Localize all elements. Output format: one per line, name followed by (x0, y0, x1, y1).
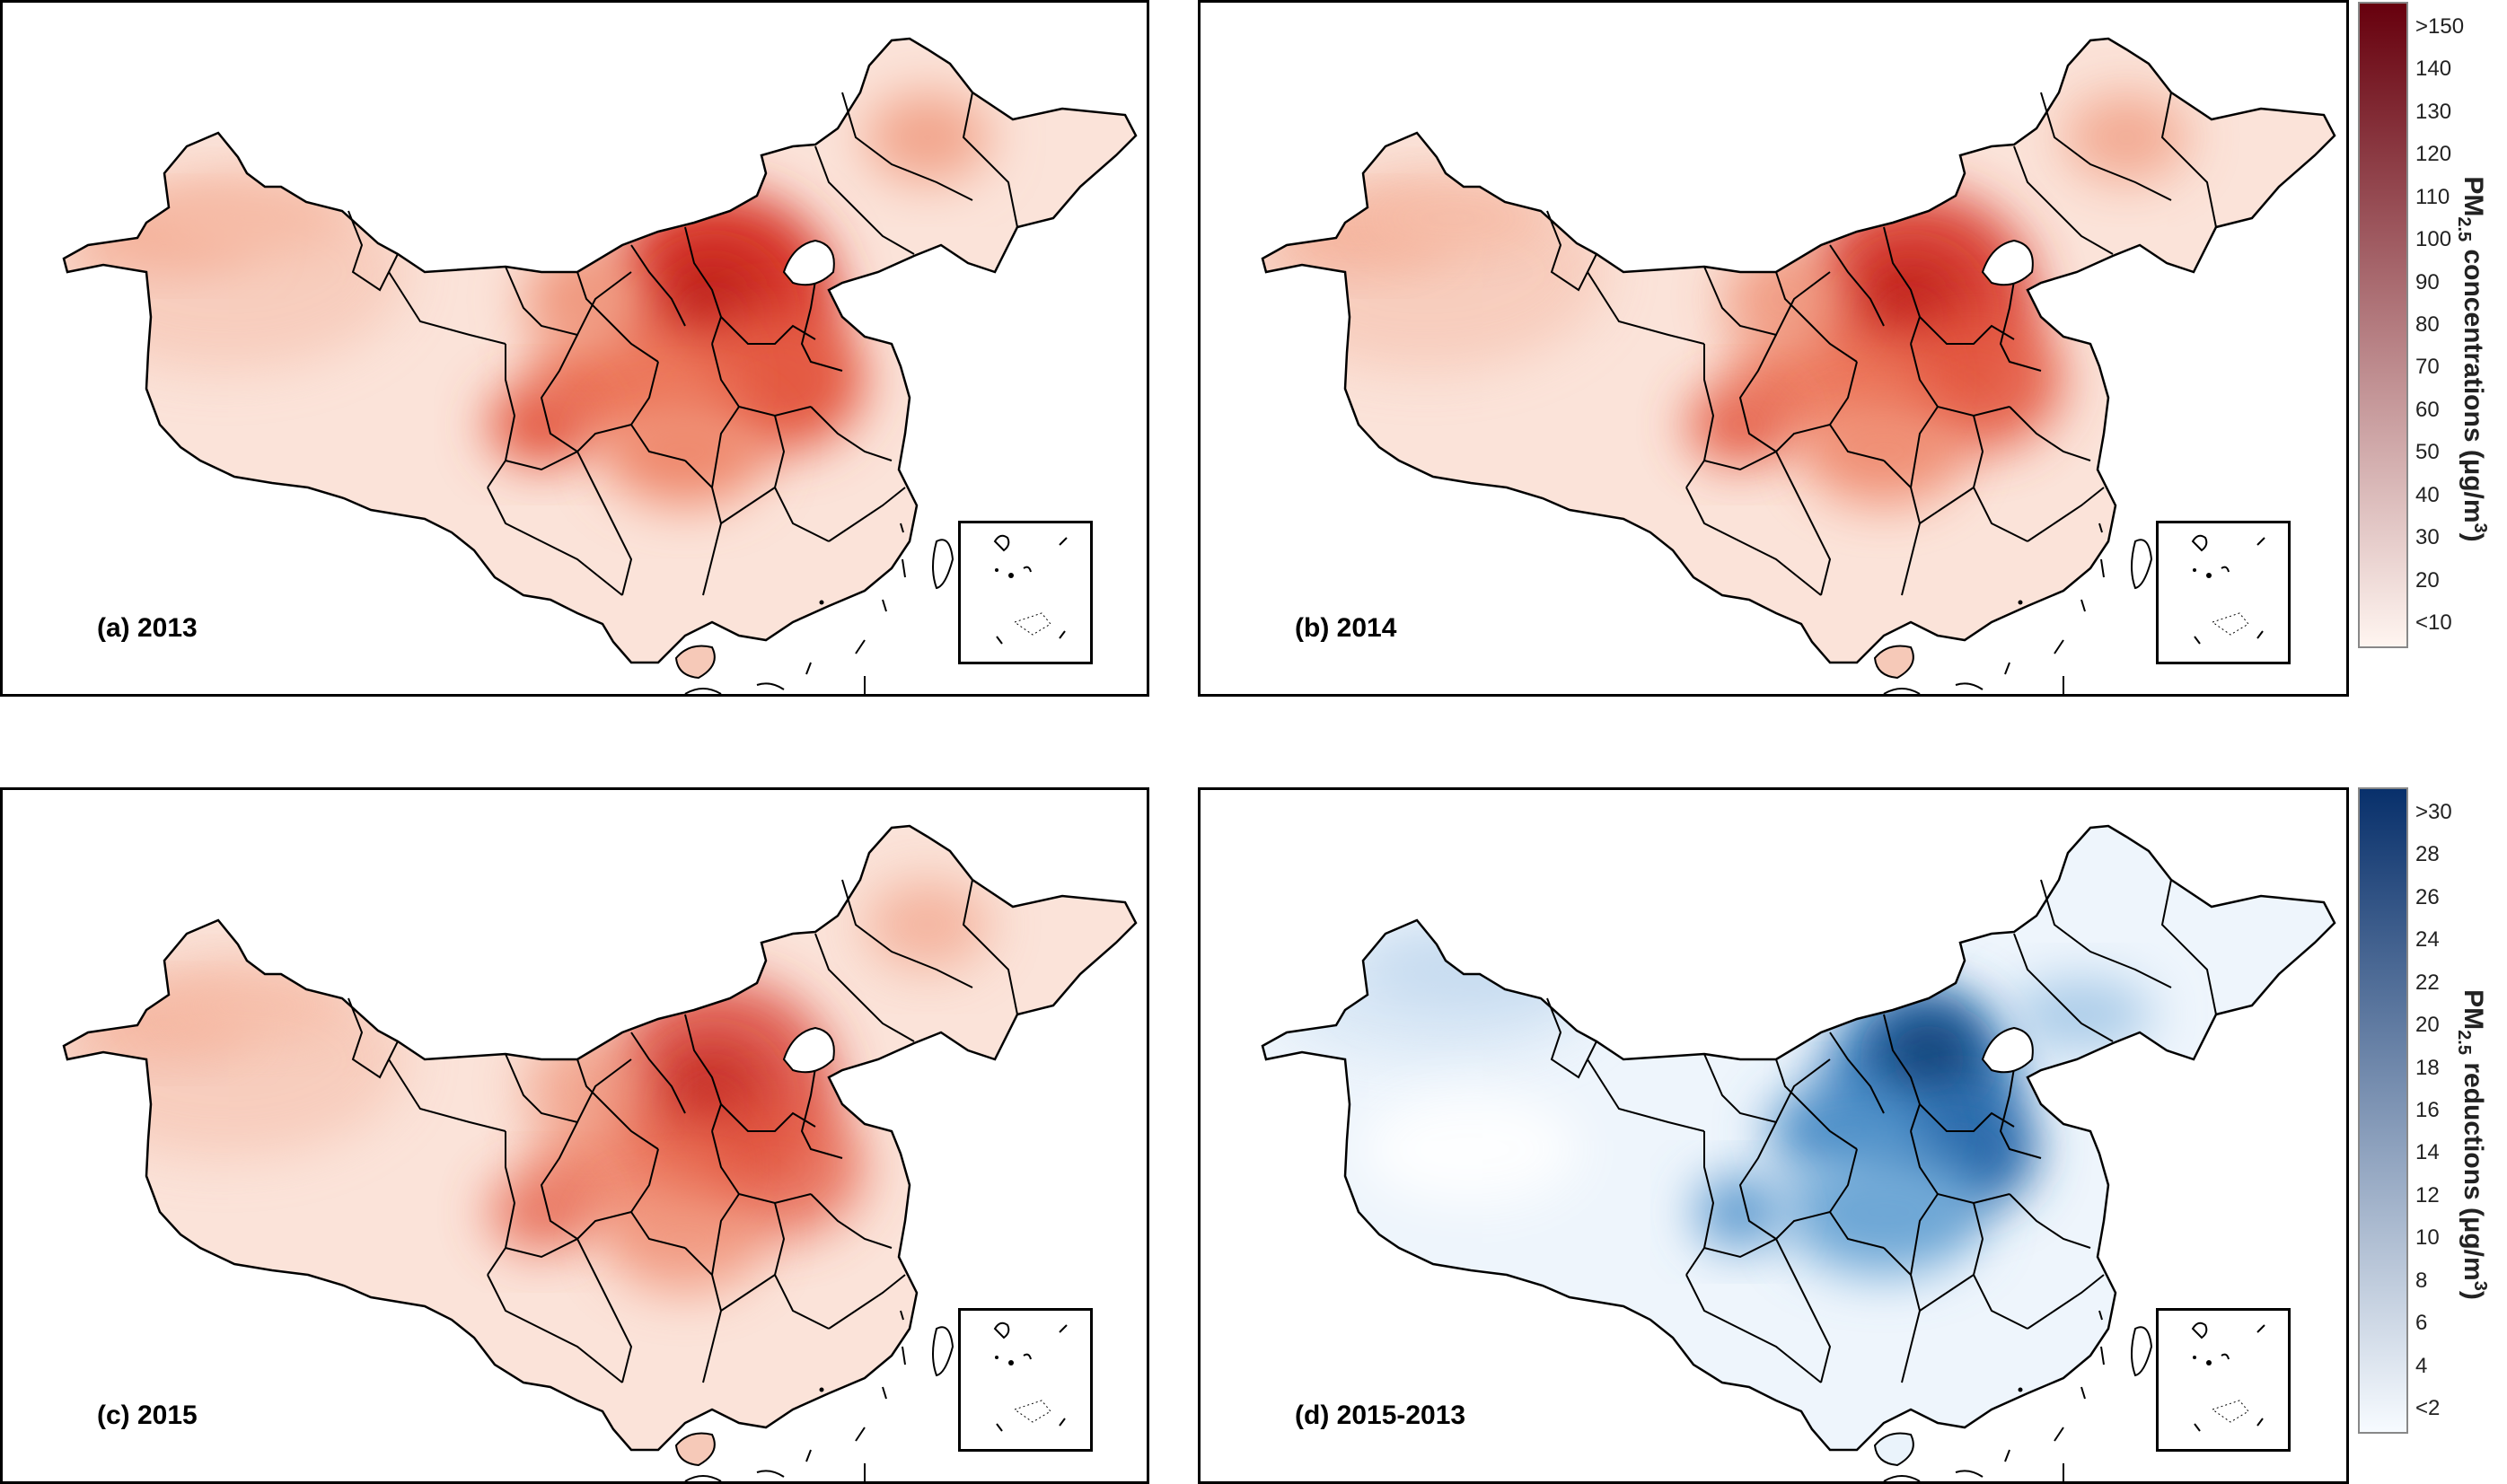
south-china-sea-inset (2156, 1308, 2291, 1452)
concentration-colorbar-ticks: >150 140 130 120 110 100 90 80 70 60 50 40 30 20 <10 (2415, 2, 2478, 648)
colorbar-tick-label: >150 (2415, 14, 2465, 39)
china-map-d (1261, 824, 2336, 1481)
colorbar-tick-label: 140 (2415, 57, 2452, 82)
colorbar-tick-label: 4 (2415, 1353, 2428, 1378)
colorbar-tick-label: 20 (2415, 567, 2440, 593)
colorbar-tick-label: <2 (2415, 1396, 2441, 1420)
south-china-sea-inset (958, 1308, 1093, 1452)
colorbar-tick-label: 30 (2415, 525, 2440, 550)
colorbar-tick-label: 40 (2415, 482, 2440, 507)
colorbar-tick-label: 120 (2415, 142, 2452, 167)
colorbar-tick-label: 14 (2415, 1140, 2440, 1165)
panel-label-b: (b) 2014 (1295, 613, 1397, 643)
china-map-c (62, 824, 1138, 1481)
colorbar-tick-label: 100 (2415, 227, 2452, 252)
reduction-colorbar (2358, 787, 2408, 1434)
panel-label-d: (d) 2015-2013 (1295, 1401, 1466, 1430)
colorbar-tick-label: 6 (2415, 1311, 2428, 1336)
colorbar-tick-label: 110 (2415, 184, 2450, 209)
colorbar-tick-label: >30 (2415, 800, 2452, 824)
colorbar-tick-label: 12 (2415, 1182, 2440, 1207)
map-panel-d: (d) 2015-2013 (1198, 787, 2349, 1484)
panel-label-c: (c) 2015 (97, 1401, 198, 1430)
colorbar-tick-label: 50 (2415, 440, 2440, 465)
panel-label-a: (a) 2013 (97, 613, 198, 643)
colorbar-tick-label: 10 (2415, 1225, 2440, 1251)
colorbar-tick-label: 90 (2415, 269, 2440, 294)
colorbar-tick-label: 16 (2415, 1098, 2440, 1122)
inset-islands (993, 534, 1068, 645)
colorbar-tick-label: 26 (2415, 884, 2440, 909)
reduction-colorbar-ticks: >30 28 26 24 22 20 18 16 14 12 10 8 6 4 <2 (2415, 787, 2478, 1434)
china-map-b (1261, 37, 2336, 694)
south-china-sea-inset (958, 521, 1093, 664)
colorbar-tick-label: 18 (2415, 1055, 2440, 1080)
colorbar-tick-label: 24 (2415, 927, 2440, 953)
inset-islands (993, 1322, 1068, 1432)
inset-islands (2191, 534, 2265, 645)
map-panel-b: (b) 2014 (1198, 0, 2349, 697)
colorbar-tick-label: 8 (2415, 1268, 2428, 1293)
colorbar-tick-label: 22 (2415, 970, 2440, 995)
colorbar-tick-label: 20 (2415, 1013, 2440, 1038)
inset-islands (2191, 1322, 2265, 1432)
colorbar-tick-label: <10 (2415, 610, 2452, 635)
colorbar-tick-label: 60 (2415, 397, 2440, 422)
colorbar-tick-label: 80 (2415, 312, 2440, 337)
china-map-a (62, 37, 1138, 694)
map-panel-c: (c) 2015 (0, 787, 1149, 1484)
colorbar-tick-label: 70 (2415, 355, 2440, 380)
colorbar-tick-label: 28 (2415, 842, 2440, 867)
concentration-colorbar-title: PM2.5 concentrations (μg/m3) (2454, 176, 2490, 542)
concentration-colorbar (2358, 2, 2408, 648)
south-china-sea-inset (2156, 521, 2291, 664)
reduction-colorbar-title: PM2.5 reductions (μg/m3) (2454, 989, 2490, 1300)
map-panel-a: (a) 2013 (0, 0, 1149, 697)
colorbar-tick-label: 130 (2415, 99, 2452, 124)
